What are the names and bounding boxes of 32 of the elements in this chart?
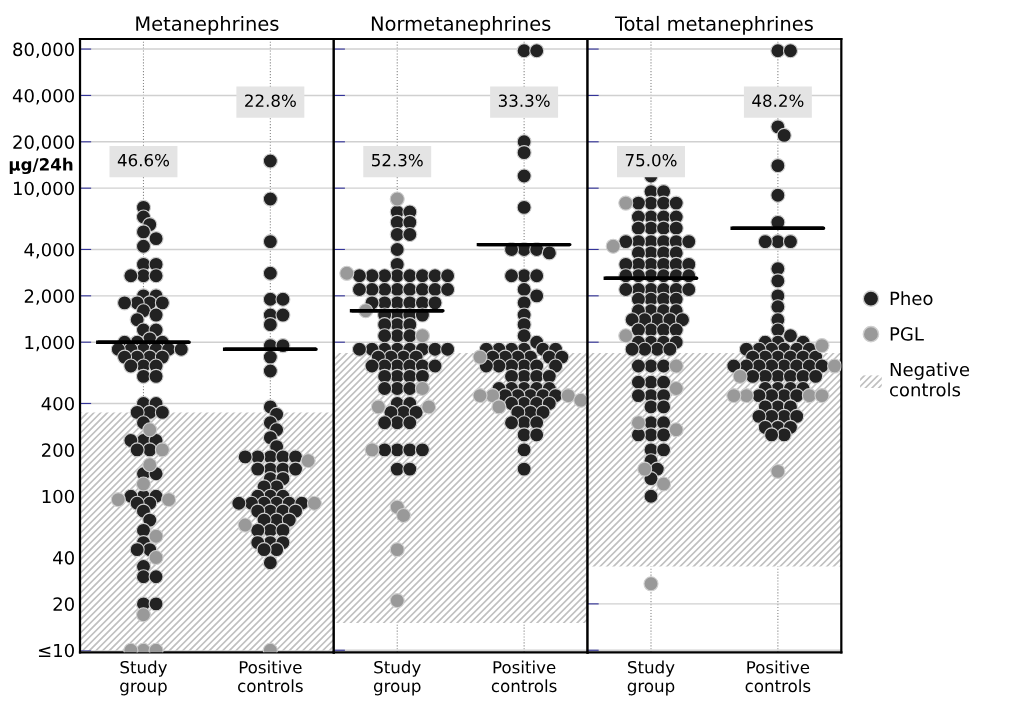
y-tick-label: 10,000 — [13, 181, 74, 198]
annotation: 52.3% — [372, 153, 423, 167]
annotation: 22.8% — [245, 94, 296, 107]
y-tick-label: 80,000 — [13, 42, 74, 59]
legend-label: Pheo — [890, 291, 933, 306]
x-tick-label: Study group — [120, 660, 168, 696]
y-axis-title: µg/24h — [9, 157, 73, 175]
legend-label: PGL — [890, 327, 924, 341]
y-tick-label: 40 — [53, 550, 74, 565]
y-tick-label: 1,000 — [25, 335, 74, 352]
y-tick-label: 2,000 — [24, 289, 74, 305]
x-tick-label: Study group — [373, 660, 421, 696]
y-tick-label: 40,000 — [12, 88, 74, 105]
y-tick-label: ≤10 — [38, 643, 74, 658]
annotation: 75.0% — [625, 153, 677, 167]
y-tick-label: 100 — [42, 489, 74, 504]
chart-title: Normetanephrines — [371, 15, 551, 35]
y-tick-label: 20,000 — [13, 135, 74, 151]
y-tick-label: 200 — [42, 443, 74, 457]
y-tick-label: 4,000 — [24, 242, 74, 259]
band-label: Negative controls — [889, 362, 970, 397]
chart-title: Total metanephrines — [614, 15, 813, 35]
x-tick-label: Positive controls — [238, 660, 303, 693]
y-tick-label: 20 — [53, 597, 74, 611]
annotation: 46.6% — [117, 153, 170, 167]
annotation: 48.2% — [752, 94, 804, 107]
annotation: 33.3% — [498, 94, 550, 107]
x-tick-label: Positive controls — [491, 660, 557, 693]
x-tick-label: Study group — [627, 660, 675, 696]
x-tick-label: Positive controls — [745, 660, 811, 693]
chart-title: Metanephrines — [136, 15, 279, 35]
y-tick-label: 400 — [41, 396, 74, 411]
